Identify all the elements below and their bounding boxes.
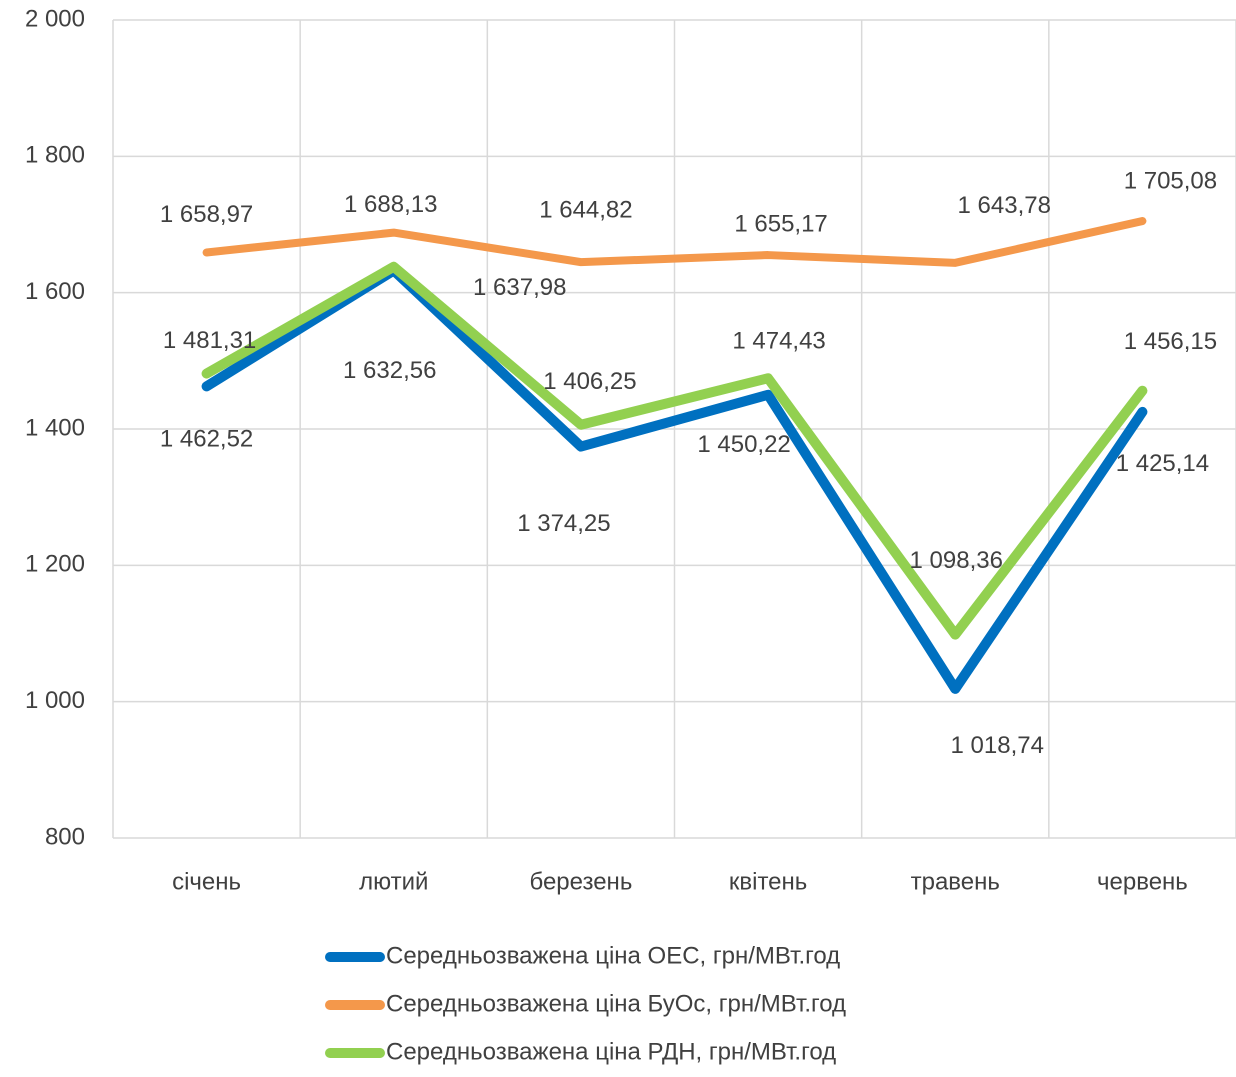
data-label: 1 474,43: [732, 328, 825, 355]
x-tick-label: червень: [1097, 868, 1188, 895]
data-label: 1 643,78: [958, 192, 1051, 219]
y-tick-label: 1 000: [25, 687, 85, 714]
data-label: 1 705,08: [1124, 167, 1217, 194]
x-tick-label: січень: [172, 868, 241, 895]
data-label: 1 374,25: [517, 510, 610, 537]
legend-label: Середньозважена ціна РДН, грн/МВт.год: [386, 1038, 836, 1065]
data-label: 1 481,31: [163, 327, 256, 354]
data-label: 1 644,82: [539, 196, 632, 223]
data-label: 1 637,98: [473, 274, 566, 301]
series-line: [201, 261, 1148, 640]
x-tick-label: березень: [529, 868, 632, 895]
data-label: 1 098,36: [910, 547, 1003, 574]
data-label: 1 450,22: [697, 431, 790, 458]
data-label: 1 632,56: [343, 357, 436, 384]
series-line: [202, 217, 1147, 267]
legend-label: Середньозважена ціна БуОс, грн/МВт.год: [386, 990, 846, 1017]
y-tick-label: 800: [45, 823, 85, 850]
legend-label: Середньозважена ціна ОЕС, грн/МВт.год: [386, 942, 840, 969]
data-label: 1 658,97: [160, 201, 253, 228]
y-tick-label: 1 800: [25, 142, 85, 169]
y-tick-label: 2 000: [25, 5, 85, 32]
x-tick-label: травень: [911, 868, 1000, 895]
x-tick-label: лютий: [359, 868, 428, 895]
data-label: 1 425,14: [1116, 450, 1209, 477]
y-tick-label: 1 200: [25, 551, 85, 578]
x-tick-label: квітень: [729, 868, 807, 895]
data-label: 1 018,74: [951, 732, 1044, 759]
data-label: 1 655,17: [734, 210, 827, 237]
data-label: 1 406,25: [543, 368, 636, 395]
data-label: 1 462,52: [160, 426, 253, 453]
y-tick-label: 1 600: [25, 278, 85, 305]
data-label: 1 688,13: [344, 191, 437, 218]
y-tick-label: 1 400: [25, 414, 85, 441]
data-label: 1 456,15: [1124, 328, 1217, 355]
